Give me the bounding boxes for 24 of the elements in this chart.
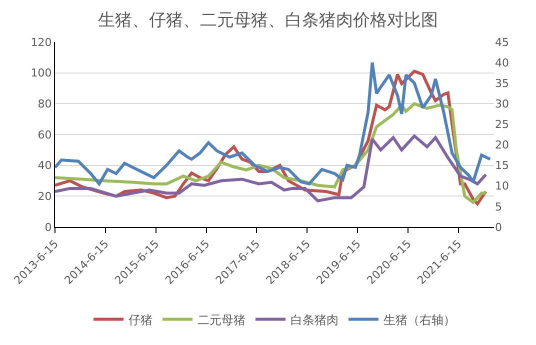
y2-tick-label: 25 <box>495 118 509 132</box>
y2-tick-label: 35 <box>495 76 509 90</box>
y2-tick-label: 30 <box>495 98 509 111</box>
legend-label: 白条猪肉 <box>290 312 338 327</box>
line-series <box>55 134 488 202</box>
legend-label: 二元母猪 <box>198 312 246 327</box>
y2-tick-label: 15 <box>495 159 509 172</box>
y-tick-label: 40 <box>38 159 52 172</box>
y-tick-label: 0 <box>44 220 52 234</box>
y2-tick-label: 45 <box>495 36 509 49</box>
legend-label: 仔猪 <box>128 312 152 327</box>
y-tick-label: 100 <box>30 66 52 80</box>
y2-tick-label: 5 <box>495 200 502 214</box>
y2-tick-label: 40 <box>495 56 509 70</box>
chart-title: 生猪、仔猪、二元母猪、白条猪肉价格对比图 <box>98 10 438 31</box>
y-tick-label: 120 <box>30 36 52 49</box>
y-tick-label: 80 <box>38 98 52 111</box>
y-tick-label: 20 <box>38 190 52 204</box>
legend-label: 生猪（右轴） <box>384 312 456 327</box>
y-tick-label: 60 <box>38 128 52 142</box>
line-series <box>55 61 492 186</box>
y2-tick-label: 20 <box>495 138 509 152</box>
y2-tick-label: 0 <box>495 220 502 234</box>
y2-tick-label: 10 <box>495 180 509 193</box>
